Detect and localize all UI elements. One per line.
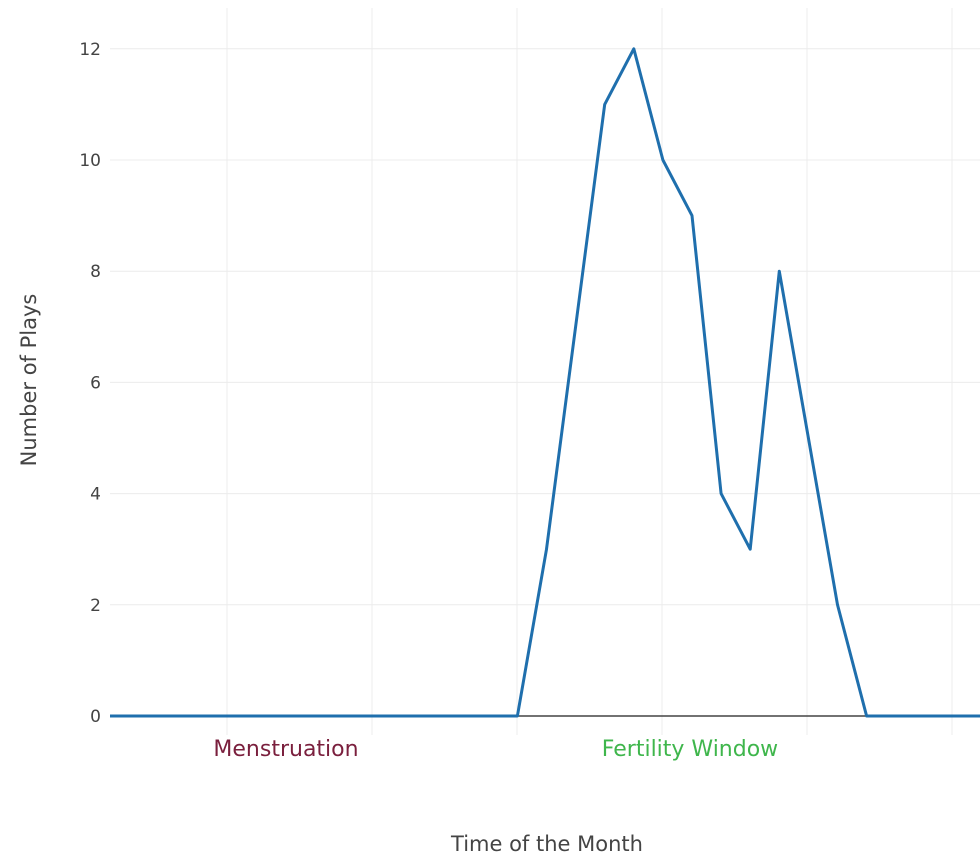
data-point bbox=[108, 714, 112, 718]
data-point bbox=[661, 158, 665, 162]
y-tick-label: 2 bbox=[90, 596, 101, 616]
data-point bbox=[166, 714, 170, 718]
data-point bbox=[254, 714, 258, 718]
region-labels: Menstruation Fertility Window bbox=[213, 737, 778, 762]
data-point bbox=[457, 714, 461, 718]
data-point bbox=[515, 714, 519, 718]
series-line bbox=[110, 47, 980, 718]
y-tick-labels: 0 2 4 6 8 10 12 bbox=[79, 40, 101, 727]
data-point bbox=[545, 547, 549, 551]
data-point bbox=[923, 714, 927, 718]
grid-lines bbox=[110, 8, 980, 735]
y-tick-label: 4 bbox=[90, 485, 101, 505]
data-point bbox=[603, 102, 607, 106]
data-point bbox=[341, 714, 345, 718]
data-point bbox=[748, 547, 752, 551]
y-axis-title: Number of Plays bbox=[17, 294, 41, 467]
data-point bbox=[137, 714, 141, 718]
data-point bbox=[486, 714, 490, 718]
data-point bbox=[836, 603, 840, 607]
data-point bbox=[632, 47, 636, 51]
y-tick-label: 12 bbox=[79, 40, 101, 60]
data-point bbox=[806, 436, 810, 440]
data-point bbox=[719, 492, 723, 496]
data-point bbox=[312, 714, 316, 718]
data-point bbox=[952, 714, 956, 718]
data-point bbox=[399, 714, 403, 718]
region-label-fertility-window: Fertility Window bbox=[602, 737, 778, 762]
data-point bbox=[894, 714, 898, 718]
region-label-menstruation: Menstruation bbox=[213, 737, 358, 762]
y-tick-label: 8 bbox=[90, 262, 101, 282]
data-point bbox=[283, 714, 287, 718]
y-tick-label: 0 bbox=[90, 707, 101, 727]
data-point bbox=[777, 269, 781, 273]
data-point bbox=[224, 714, 228, 718]
data-point bbox=[195, 714, 199, 718]
data-point bbox=[370, 714, 374, 718]
data-point bbox=[690, 214, 694, 218]
x-axis-title: Time of the Month bbox=[450, 832, 643, 856]
y-tick-label: 10 bbox=[79, 151, 101, 171]
y-tick-label: 6 bbox=[90, 373, 101, 393]
data-point bbox=[865, 714, 869, 718]
series-group bbox=[108, 47, 980, 718]
data-point bbox=[574, 325, 578, 329]
data-point bbox=[428, 714, 432, 718]
